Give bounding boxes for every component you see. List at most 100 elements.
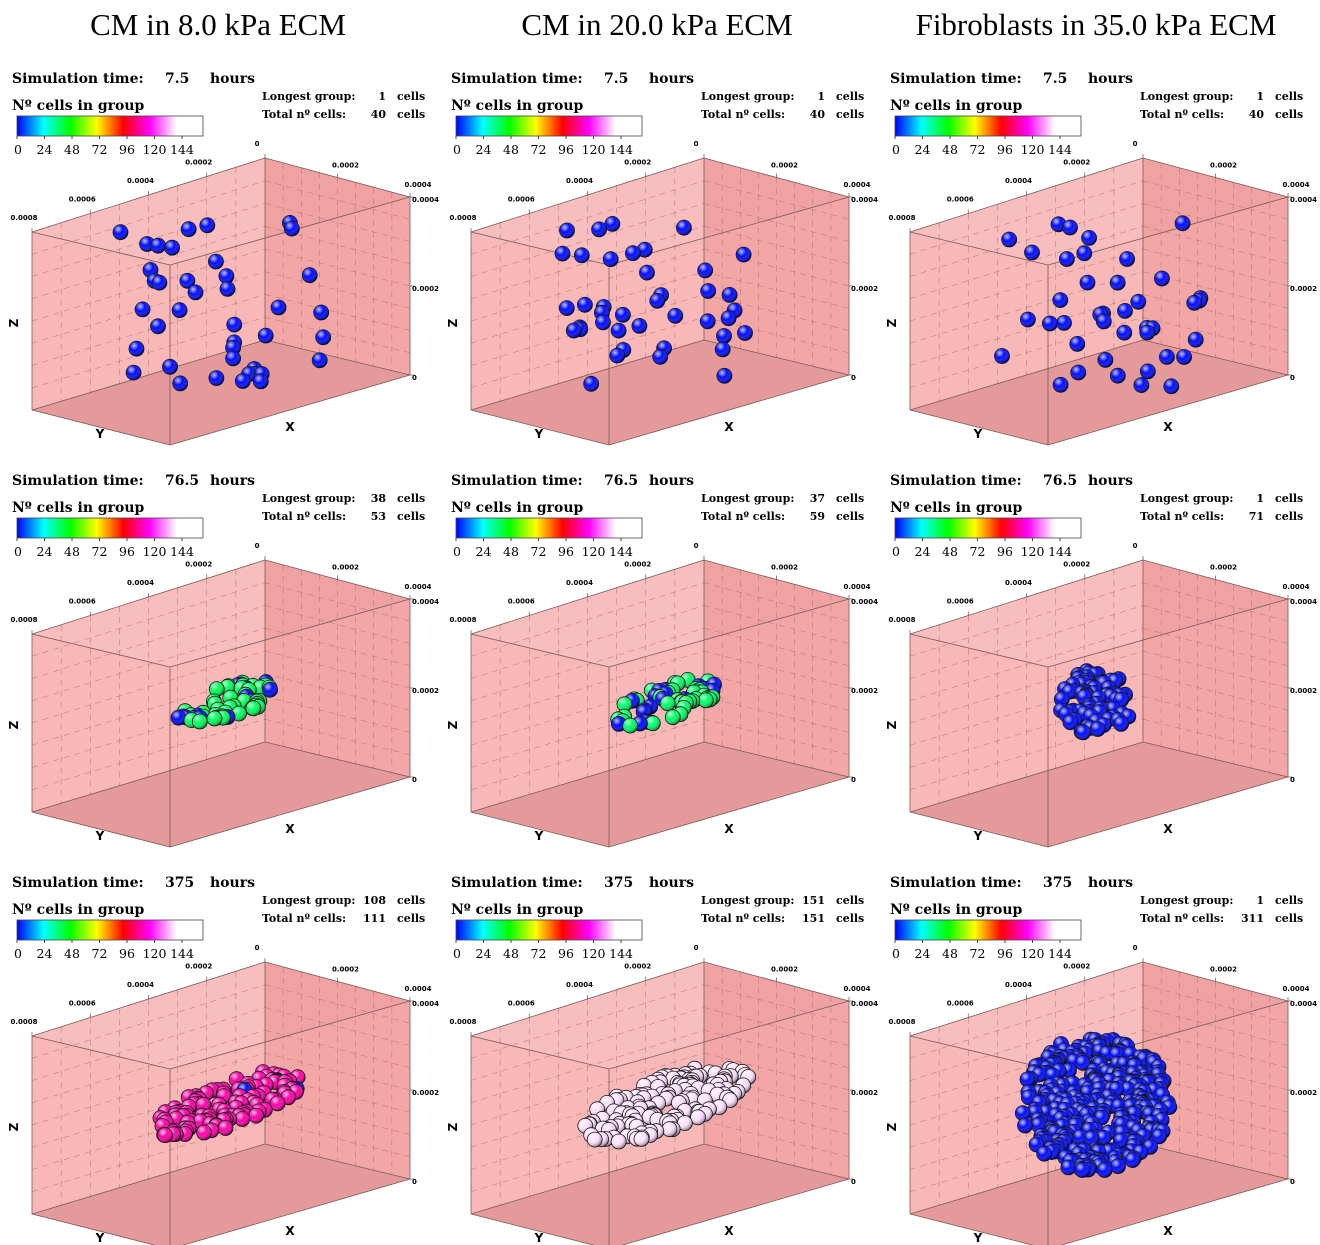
- z-tick-label: 0: [412, 1178, 417, 1186]
- colorbar-tick-label: 0: [14, 142, 22, 157]
- box-edge: [264, 339, 411, 376]
- y-axis-label: Y: [534, 427, 544, 441]
- colorbar-tick-label: 24: [476, 544, 492, 559]
- cell-shading: [172, 302, 188, 318]
- y-tick-label: 0.0008: [449, 1018, 476, 1026]
- cells: [1014, 1031, 1178, 1178]
- panel: Simulation time: 76.5 hours Nº cells in gro…: [7, 473, 439, 848]
- wall-grid: [1142, 226, 1289, 264]
- colorbar-title: Nº cells in group: [451, 98, 584, 114]
- z-axis-label: Z: [7, 318, 21, 327]
- cell-shading: [1042, 316, 1058, 331]
- wall-grid: [703, 226, 850, 264]
- y-tick-label: 0: [694, 542, 699, 550]
- cell-shading: [225, 350, 241, 366]
- cell-shading: [698, 692, 714, 708]
- total-cells-value: 40: [810, 108, 826, 121]
- box-edge: [608, 1000, 850, 1070]
- z-tick-label: 0.0004: [1290, 196, 1317, 204]
- cells: [577, 1060, 757, 1150]
- colorbar-tick-label: 144: [1048, 544, 1072, 559]
- x-tick-label: 0.0002: [332, 966, 359, 974]
- cell-shading: [226, 317, 242, 333]
- wall-grid: [1142, 605, 1289, 644]
- colorbar-tick-label: 48: [942, 946, 958, 961]
- cell-shading: [113, 224, 128, 240]
- cells-unit: cells: [1275, 90, 1303, 103]
- longest-group-label: Longest group:: [701, 90, 794, 103]
- cell-shading: [555, 246, 570, 262]
- cell-shading: [157, 1127, 173, 1143]
- wall-grid: [31, 719, 266, 790]
- hours-label: hours: [1088, 71, 1133, 87]
- cell-shading: [315, 329, 331, 345]
- y-tick-label: 0.0008: [888, 214, 915, 222]
- cell-shading: [171, 710, 186, 726]
- box-edge: [31, 633, 171, 668]
- total-cells-value: 40: [371, 108, 387, 121]
- colorbar-tick-label: 72: [92, 142, 108, 157]
- x-axis-label: X: [724, 420, 734, 434]
- colorbar: [455, 115, 643, 137]
- x-axis-label: X: [1163, 420, 1173, 434]
- column-title: CM in 20.0 kPa ECM: [521, 7, 792, 42]
- x-axis-label: X: [1163, 822, 1173, 836]
- box-edge: [31, 339, 266, 411]
- longest-group-value: 1: [1256, 492, 1264, 505]
- cell-shading: [617, 696, 632, 712]
- box-edge: [264, 1143, 411, 1180]
- cell-shading: [639, 265, 655, 281]
- wall-grid: [1142, 628, 1289, 666]
- panel: Simulation time: 7.5 hours Nº cells in grou…: [885, 71, 1317, 446]
- wall-grid: [31, 650, 266, 724]
- wall-grid: [1142, 1030, 1289, 1068]
- longest-group-value: 1: [817, 90, 825, 103]
- wall-grid: [1142, 673, 1289, 711]
- wall-grid: [1142, 984, 1289, 1024]
- panel: Simulation time: 7.5 hours Nº cells in grou…: [446, 71, 878, 446]
- box-edge: [621, 1178, 850, 1245]
- wall-grid: [470, 317, 705, 388]
- colorbar-tick-label: 0: [892, 142, 900, 157]
- wall-grid: [703, 180, 850, 220]
- colorbar-tick-label: 0: [892, 544, 900, 559]
- sim-time-value: 7.5: [1043, 71, 1067, 87]
- longest-group-label: Longest group:: [262, 90, 355, 103]
- colorbar-tick-label: 96: [997, 544, 1013, 559]
- y-tick-label: 0: [255, 944, 260, 952]
- x-tick-label: 0.0002: [771, 162, 798, 170]
- colorbar-tick-label: 144: [170, 946, 194, 961]
- box-edge: [31, 811, 171, 848]
- box-edge: [169, 1000, 411, 1070]
- cell-shading: [196, 1125, 212, 1140]
- cell-shading: [1139, 325, 1155, 340]
- z-tick-label: 0.0002: [412, 1089, 439, 1097]
- box-edge: [470, 1213, 595, 1245]
- longest-group-value: 38: [371, 492, 387, 505]
- cells-unit: cells: [397, 510, 425, 523]
- cell-shading: [722, 287, 738, 303]
- y-tick-label: 0: [1133, 542, 1138, 550]
- colorbar-tick-label: 72: [92, 946, 108, 961]
- longest-group-value: 1: [378, 90, 386, 103]
- cell-shading: [721, 310, 737, 326]
- colorbar-tick-label: 144: [1048, 946, 1072, 961]
- x-tick-label: 0.0004: [1282, 583, 1309, 591]
- x-tick-label: 0.0002: [1210, 966, 1237, 974]
- x-tick-label: 0.0004: [404, 985, 431, 993]
- cell-shading: [700, 313, 716, 329]
- wall-grid: [1142, 248, 1289, 287]
- wall-grid: [264, 1007, 411, 1046]
- colorbar-tick-label: 48: [942, 142, 958, 157]
- cell-shading: [665, 709, 681, 725]
- z-tick-label: 0.0002: [851, 1089, 878, 1097]
- box-edge: [470, 741, 705, 813]
- box-edge: [31, 1035, 171, 1070]
- x-tick-label: 0.0004: [404, 583, 431, 591]
- y-tick-label: 0.0002: [1063, 159, 1090, 167]
- cell-shading: [270, 1095, 285, 1111]
- cell-shading: [591, 221, 607, 237]
- longest-group-label: Longest group:: [262, 492, 355, 505]
- panel: Simulation time: 7.5 hours Nº cells in grou…: [7, 71, 439, 446]
- x-axis-label: X: [285, 822, 295, 836]
